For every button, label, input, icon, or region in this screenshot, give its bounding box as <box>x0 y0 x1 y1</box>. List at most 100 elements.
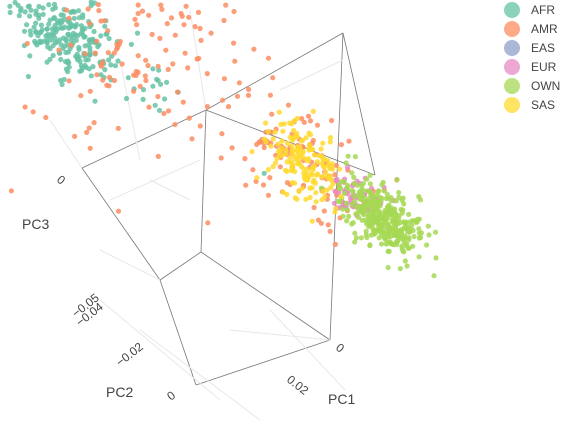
point-afr <box>45 44 51 50</box>
point-sas <box>301 166 307 172</box>
point-afr <box>28 32 34 38</box>
point-afr <box>58 42 64 48</box>
point-sas <box>307 185 313 191</box>
gridline-2 <box>49 119 83 169</box>
point-afr <box>106 57 112 63</box>
legend-item-sas[interactable]: SAS <box>504 97 555 113</box>
point-afr <box>92 98 98 104</box>
point-amr <box>270 75 276 81</box>
point-amr <box>277 164 283 170</box>
point-amr <box>204 104 210 110</box>
point-amr <box>332 172 338 178</box>
point-own <box>359 217 365 223</box>
legend-label-afr: AFR <box>531 3 555 17</box>
point-amr <box>115 208 122 214</box>
legend-item-eas[interactable]: EAS <box>504 40 555 56</box>
point-afr <box>140 87 147 93</box>
point-own <box>393 212 399 218</box>
point-amr <box>91 120 97 126</box>
point-amr <box>157 35 163 42</box>
point-afr <box>261 170 267 176</box>
point-own <box>367 181 373 187</box>
point-own <box>352 239 358 245</box>
pc2-tick-minus-0-02: −0.02 <box>113 339 146 369</box>
point-own <box>349 202 356 208</box>
point-amr <box>66 15 72 21</box>
point-afr <box>140 96 146 102</box>
point-own <box>380 215 387 221</box>
point-sas <box>305 158 311 164</box>
point-own <box>340 206 346 212</box>
point-amr <box>333 162 339 168</box>
point-afr <box>70 34 77 40</box>
point-sas <box>319 197 325 203</box>
point-own <box>386 210 393 216</box>
point-amr <box>82 51 88 57</box>
point-own <box>343 160 349 166</box>
point-sas <box>276 109 282 115</box>
point-own <box>376 221 382 227</box>
legend-item-own[interactable]: OWN <box>504 78 560 94</box>
point-sas <box>327 175 334 181</box>
point-own <box>344 218 350 224</box>
point-own <box>373 192 380 199</box>
point-afr <box>55 20 61 26</box>
axis-spine-10 <box>342 32 376 176</box>
point-afr <box>86 66 92 72</box>
gridline-1 <box>119 59 141 161</box>
point-own <box>352 230 358 236</box>
point-amr <box>172 121 178 128</box>
point-own <box>431 273 437 279</box>
point-sas <box>327 165 333 172</box>
point-amr <box>174 89 181 95</box>
point-afr <box>7 9 13 16</box>
point-sas <box>254 175 260 181</box>
gridline-3 <box>99 299 221 401</box>
pc3-tick-0: 0 <box>54 172 68 187</box>
point-amr <box>301 119 307 125</box>
point-own <box>393 219 399 225</box>
point-sas <box>297 154 303 160</box>
point-amr <box>269 111 275 117</box>
point-amr <box>86 125 92 131</box>
point-own <box>351 193 357 199</box>
point-amr <box>66 78 72 84</box>
point-afr <box>45 35 51 41</box>
point-own <box>344 207 350 213</box>
point-amr <box>94 72 100 78</box>
point-amr <box>64 7 70 13</box>
point-own <box>379 195 385 201</box>
legend-item-eur[interactable]: EUR <box>504 59 557 75</box>
point-amr <box>265 192 271 198</box>
point-afr <box>33 8 39 14</box>
gridline-5 <box>229 329 331 341</box>
point-own <box>342 190 348 197</box>
legend-item-amr[interactable]: AMR <box>504 21 558 37</box>
point-own <box>360 180 366 186</box>
point-afr <box>58 77 64 84</box>
point-amr <box>267 92 273 98</box>
pc2-tick-0: 0 <box>164 388 178 403</box>
point-eur <box>336 190 342 196</box>
pc1-tick-0: 0 <box>333 340 347 355</box>
point-own <box>432 229 439 235</box>
point-own <box>396 232 402 238</box>
point-sas <box>299 185 305 191</box>
point-own <box>405 245 411 251</box>
point-afr <box>76 8 82 14</box>
point-own <box>360 197 366 203</box>
point-own <box>358 235 364 241</box>
point-amr <box>234 93 241 99</box>
point-amr <box>186 115 192 121</box>
point-amr <box>85 6 91 12</box>
point-own <box>406 211 412 217</box>
point-amr <box>329 117 335 124</box>
point-amr <box>131 88 137 94</box>
point-amr <box>204 71 210 77</box>
point-amr <box>139 8 146 14</box>
point-afr <box>40 5 46 11</box>
legend-item-afr[interactable]: AFR <box>504 2 555 18</box>
point-afr <box>152 102 158 108</box>
point-sas <box>330 181 336 187</box>
